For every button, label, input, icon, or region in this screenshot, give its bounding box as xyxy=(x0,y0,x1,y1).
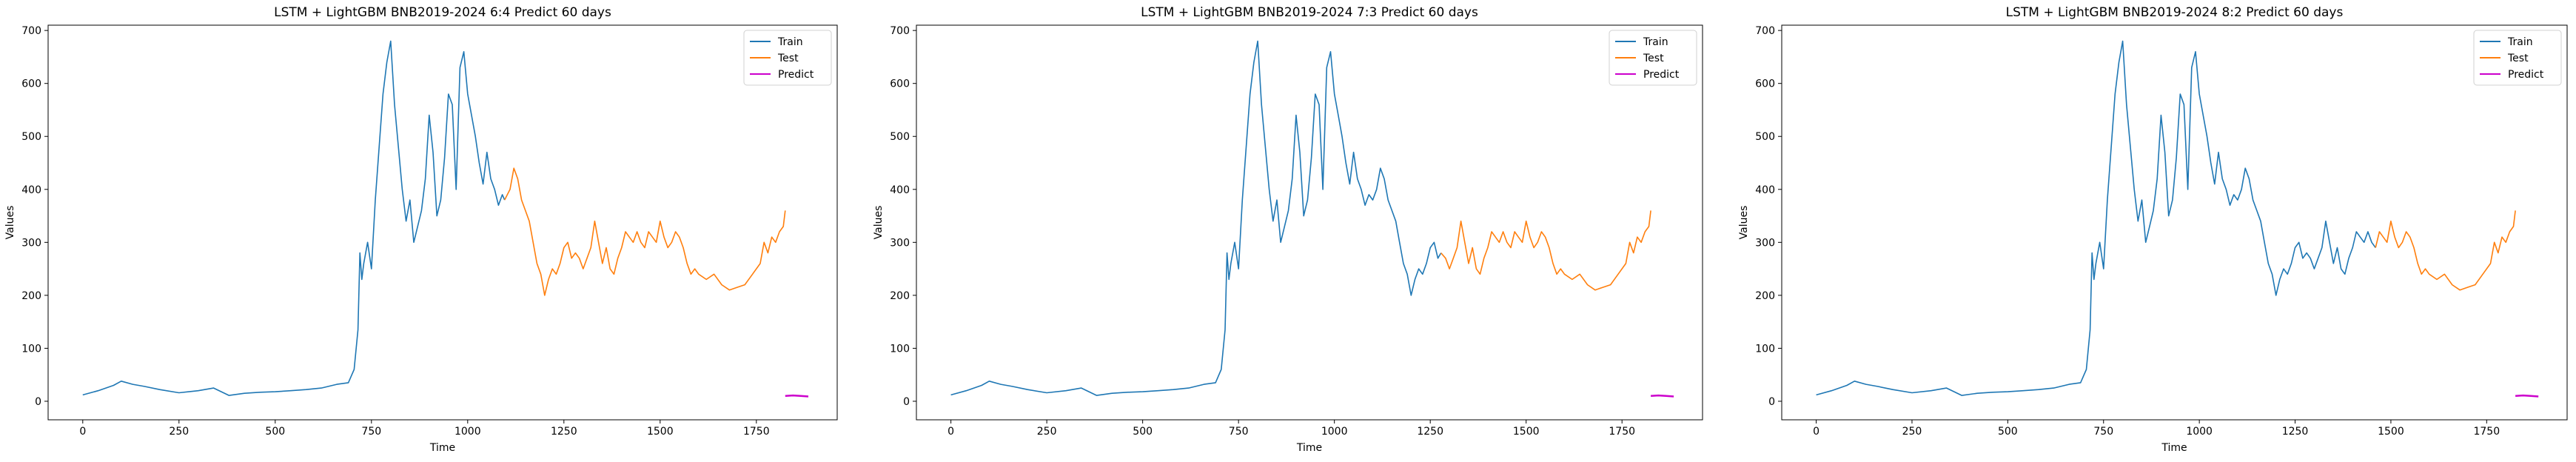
chart-title: LSTM + LightGBM BNB2019-2024 8:2 Predict… xyxy=(2006,5,2344,20)
chart-panel-3: LSTM + LightGBM BNB2019-2024 8:2 Predict… xyxy=(1738,5,2568,454)
x-tick-label: 1500 xyxy=(2378,426,2404,438)
y-tick-label: 200 xyxy=(890,290,910,302)
legend-label-predict: Predict xyxy=(778,69,814,81)
y-tick-label: 0 xyxy=(903,396,910,408)
x-tick-label: 1000 xyxy=(2186,426,2213,438)
y-tick-label: 0 xyxy=(1768,396,1775,408)
y-tick-label: 500 xyxy=(890,131,910,143)
y-tick-label: 300 xyxy=(21,237,41,249)
y-tick-label: 600 xyxy=(890,78,910,90)
chart-panel-1: LSTM + LightGBM BNB2019-2024 6:4 Predict… xyxy=(4,5,838,454)
x-tick-label: 500 xyxy=(1998,426,2018,438)
y-tick-label: 700 xyxy=(890,25,910,37)
y-tick-label: 700 xyxy=(21,25,41,37)
legend-label-train: Train xyxy=(2507,36,2533,48)
series-line-predict xyxy=(785,394,809,398)
x-tick-label: 0 xyxy=(1813,426,1819,438)
plot-frame xyxy=(47,24,838,421)
y-tick-label: 700 xyxy=(1755,25,1775,37)
legend-label-test: Test xyxy=(777,53,799,64)
legend-label-predict: Predict xyxy=(1643,69,1680,81)
x-tick-label: 250 xyxy=(169,426,189,438)
y-tick-label: 200 xyxy=(1755,290,1775,302)
x-tick-label: 250 xyxy=(1037,426,1057,438)
legend-label-predict: Predict xyxy=(2508,69,2544,81)
x-axis-label: Time xyxy=(2161,442,2187,454)
series-line-test xyxy=(2375,210,2516,291)
y-tick-label: 300 xyxy=(1755,237,1775,249)
plot-frame xyxy=(916,24,1703,421)
x-tick-label: 1750 xyxy=(743,426,770,438)
legend: Train Test Predict xyxy=(1609,30,1697,86)
y-axis-label: Values xyxy=(873,206,885,240)
x-tick-label: 1750 xyxy=(1609,426,1635,438)
x-axis-label: Time xyxy=(1296,442,1322,454)
y-tick-label: 600 xyxy=(21,78,41,90)
series-line-train xyxy=(950,40,1442,396)
legend-label-train: Train xyxy=(1643,36,1668,48)
x-tick-label: 1250 xyxy=(2282,426,2309,438)
chart-panel-2: LSTM + LightGBM BNB2019-2024 7:3 Predict… xyxy=(873,5,1703,454)
y-tick-label: 0 xyxy=(35,396,41,408)
y-tick-label: 400 xyxy=(1755,184,1775,196)
legend-label-test: Test xyxy=(2507,53,2529,64)
y-axis-label: Values xyxy=(1738,206,1750,240)
legend-box xyxy=(1609,30,1697,86)
y-tick-label: 500 xyxy=(1755,131,1775,143)
legend-label-test: Test xyxy=(1643,53,1664,64)
x-tick-label: 1500 xyxy=(1513,426,1540,438)
chart-title: LSTM + LightGBM BNB2019-2024 7:3 Predict… xyxy=(1141,5,1478,20)
y-tick-label: 400 xyxy=(890,184,910,196)
y-tick-label: 600 xyxy=(1755,78,1775,90)
y-tick-label: 400 xyxy=(21,184,41,196)
x-tick-label: 1250 xyxy=(1417,426,1443,438)
legend: Train Test Predict xyxy=(2473,30,2562,86)
series-line-predict xyxy=(2515,394,2539,398)
x-tick-label: 1250 xyxy=(551,426,577,438)
series-line-test xyxy=(1440,210,1651,291)
x-tick-label: 750 xyxy=(1229,426,1249,438)
x-axis-label: Time xyxy=(429,442,455,454)
x-tick-label: 1000 xyxy=(1321,426,1348,438)
x-tick-label: 750 xyxy=(2093,426,2113,438)
plot-frame xyxy=(1781,24,2568,421)
x-tick-label: 1750 xyxy=(2473,426,2500,438)
x-tick-label: 500 xyxy=(1133,426,1153,438)
y-tick-label: 500 xyxy=(21,131,41,143)
series-line-predict xyxy=(1651,394,1674,398)
y-tick-label: 300 xyxy=(890,237,910,249)
x-tick-label: 250 xyxy=(1902,426,1922,438)
y-tick-label: 200 xyxy=(21,290,41,302)
x-tick-label: 500 xyxy=(265,426,285,438)
legend-box xyxy=(743,30,832,86)
chart-title: LSTM + LightGBM BNB2019-2024 6:4 Predict… xyxy=(274,5,611,20)
x-tick-label: 0 xyxy=(79,426,86,438)
legend-box xyxy=(2473,30,2562,86)
x-tick-label: 1000 xyxy=(455,426,481,438)
x-tick-label: 1500 xyxy=(647,426,674,438)
series-line-train xyxy=(1816,40,2376,396)
y-tick-label: 100 xyxy=(1755,343,1775,355)
y-tick-label: 100 xyxy=(21,343,41,355)
series-line-train xyxy=(82,40,506,396)
x-tick-label: 750 xyxy=(361,426,381,438)
legend-label-train: Train xyxy=(777,36,803,48)
y-axis-label: Values xyxy=(4,206,16,240)
series-line-test xyxy=(503,167,786,296)
legend: Train Test Predict xyxy=(743,30,832,86)
x-tick-label: 0 xyxy=(947,426,954,438)
y-tick-label: 100 xyxy=(890,343,910,355)
